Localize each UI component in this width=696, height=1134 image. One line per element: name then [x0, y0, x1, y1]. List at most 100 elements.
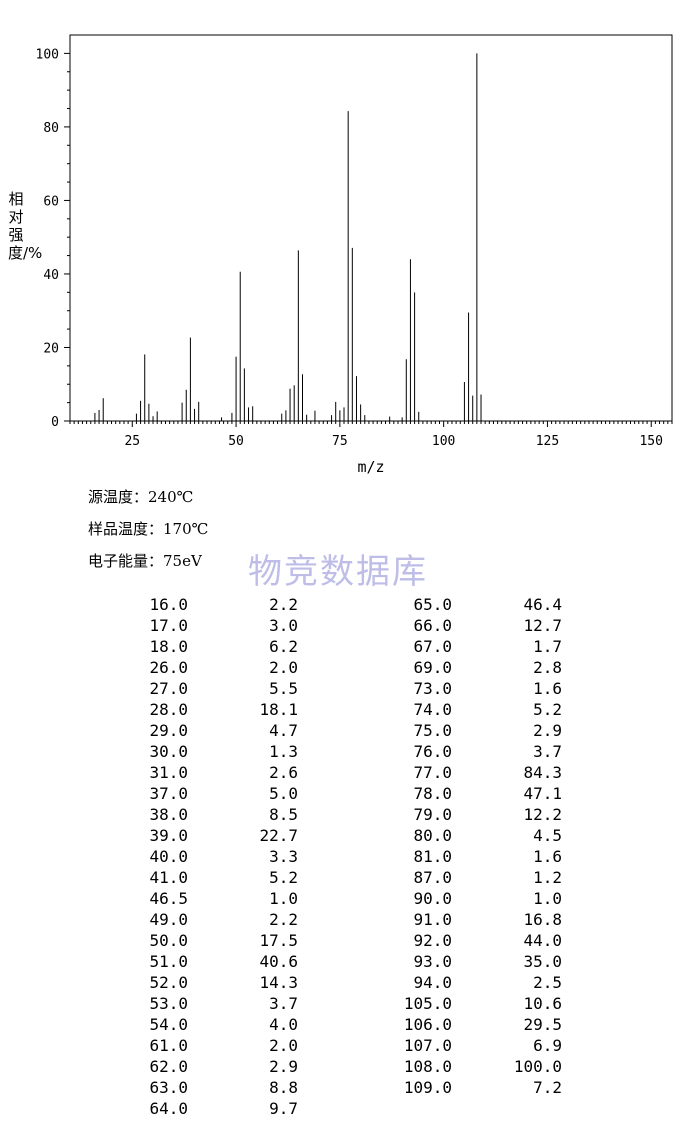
intensity-value: 40.6 [259, 952, 298, 971]
intensity-value: 2.9 [533, 721, 562, 740]
table-left-mz-column: 16.0 17.0 18.0 26.0 27.0 28.0 29.0 30.0 31.0 37.0… [128, 594, 188, 1119]
mz-value: 39.0 [149, 826, 188, 845]
intensity-value: 18.1 [259, 700, 298, 719]
mz-value: 51.0 [149, 952, 188, 971]
intensity-value: 5.2 [269, 868, 298, 887]
mz-value: 18.0 [149, 637, 188, 656]
source-temperature: 源温度：240℃ [88, 488, 194, 506]
mz-value: 49.0 [149, 910, 188, 929]
mz-value: 74.0 [413, 700, 452, 719]
mz-value: 108.0 [403, 1057, 452, 1076]
table-right-intensity-column: 46.4 12.7 1.7 2.8 1.6 5.2 2.9 3.7 84.3 47.1 12.2 4.… [502, 594, 562, 1098]
intensity-value: 1.0 [533, 889, 562, 908]
intensity-value: 12.7 [523, 616, 562, 635]
intensity-value: 2.2 [269, 595, 298, 614]
intensity-value: 12.2 [523, 805, 562, 824]
sample-temperature: 样品温度：170℃ [88, 520, 209, 538]
x-tick-label: 100 [432, 434, 455, 449]
mz-value: 46.5 [149, 889, 188, 908]
y-tick-label: 100 [36, 47, 59, 62]
mz-value: 77.0 [413, 763, 452, 782]
y-tick-label: 0 [51, 415, 59, 430]
mz-value: 69.0 [413, 658, 452, 677]
mz-value: 27.0 [149, 679, 188, 698]
mz-value: 38.0 [149, 805, 188, 824]
mz-value: 28.0 [149, 700, 188, 719]
intensity-value: 3.7 [533, 742, 562, 761]
mz-value: 62.0 [149, 1057, 188, 1076]
mz-value: 93.0 [413, 952, 452, 971]
intensity-value: 5.5 [269, 679, 298, 698]
x-tick-label: 125 [536, 434, 559, 449]
intensity-value: 1.6 [533, 847, 562, 866]
table-right-mz-column: 65.0 66.0 67.0 69.0 73.0 74.0 75.0 76.0 77.0 78.0… [392, 594, 452, 1098]
intensity-value: 14.3 [259, 973, 298, 992]
mz-value: 79.0 [413, 805, 452, 824]
mz-value: 37.0 [149, 784, 188, 803]
intensity-value: 2.9 [269, 1057, 298, 1076]
mz-value: 81.0 [413, 847, 452, 866]
mz-value: 17.0 [149, 616, 188, 635]
mz-value: 40.0 [149, 847, 188, 866]
mz-value: 54.0 [149, 1015, 188, 1034]
mz-value: 80.0 [413, 826, 452, 845]
intensity-value: 2.0 [269, 1036, 298, 1055]
intensity-value: 2.8 [533, 658, 562, 677]
mz-value: 67.0 [413, 637, 452, 656]
intensity-value: 47.1 [523, 784, 562, 803]
mz-value: 16.0 [149, 595, 188, 614]
tick-labels: 25 50 75 100 125 150 0 20 40 60 80 100 [36, 47, 663, 449]
mz-value: 109.0 [403, 1078, 452, 1097]
intensity-value: 46.4 [523, 595, 562, 614]
intensity-value: 5.0 [269, 784, 298, 803]
y-axis-label: 相对强度/% [8, 190, 43, 262]
intensity-value: 3.3 [269, 847, 298, 866]
mz-value: 105.0 [403, 994, 452, 1013]
mz-value: 26.0 [149, 658, 188, 677]
mz-value: 78.0 [413, 784, 452, 803]
mz-value: 41.0 [149, 868, 188, 887]
intensity-value: 1.2 [533, 868, 562, 887]
intensity-value: 1.0 [269, 889, 298, 908]
mz-value: 90.0 [413, 889, 452, 908]
mass-spectrum-chart: 25 50 75 100 125 150 0 20 40 60 80 100 m/z [36, 34, 673, 476]
intensity-value: 6.9 [533, 1036, 562, 1055]
mz-value: 66.0 [413, 616, 452, 635]
mz-value: 92.0 [413, 931, 452, 950]
mz-value: 107.0 [403, 1036, 452, 1055]
intensity-value: 8.5 [269, 805, 298, 824]
intensity-value: 3.0 [269, 616, 298, 635]
intensity-value: 16.8 [523, 910, 562, 929]
mz-value: 91.0 [413, 910, 452, 929]
mz-value: 65.0 [413, 595, 452, 614]
mz-value: 29.0 [149, 721, 188, 740]
mz-value: 53.0 [149, 994, 188, 1013]
intensity-value: 3.7 [269, 994, 298, 1013]
mz-value: 106.0 [403, 1015, 452, 1034]
intensity-value: 4.0 [269, 1015, 298, 1034]
y-tick-label: 80 [43, 121, 59, 136]
x-tick-label: 150 [639, 434, 662, 449]
intensity-value: 5.2 [533, 700, 562, 719]
mz-value: 94.0 [413, 973, 452, 992]
intensity-value: 10.6 [523, 994, 562, 1013]
y-tick-label: 20 [43, 341, 59, 356]
intensity-value: 44.0 [523, 931, 562, 950]
plot-frame [69, 34, 673, 422]
mz-value: 31.0 [149, 763, 188, 782]
intensity-value: 1.6 [533, 679, 562, 698]
mz-value: 76.0 [413, 742, 452, 761]
mz-value: 63.0 [149, 1078, 188, 1097]
intensity-value: 4.7 [269, 721, 298, 740]
intensity-value: 2.5 [533, 973, 562, 992]
intensity-value: 1.3 [269, 742, 298, 761]
intensity-value: 2.6 [269, 763, 298, 782]
intensity-value: 17.5 [259, 931, 298, 950]
intensity-value: 29.5 [523, 1015, 562, 1034]
mz-value: 64.0 [149, 1099, 188, 1118]
y-tick-label: 60 [43, 194, 59, 209]
intensity-value: 9.7 [269, 1099, 298, 1118]
intensity-value: 35.0 [523, 952, 562, 971]
mz-value: 75.0 [413, 721, 452, 740]
x-tick-label: 50 [228, 434, 244, 449]
